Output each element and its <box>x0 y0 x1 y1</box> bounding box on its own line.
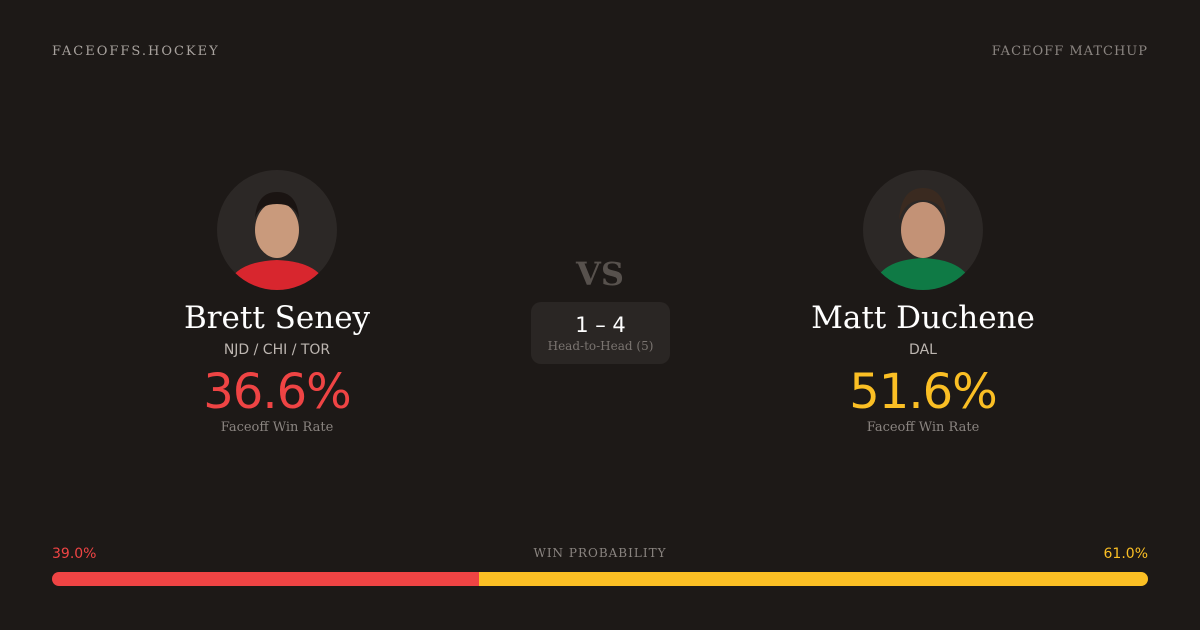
player-avatar <box>217 170 337 290</box>
win-probability-label: WIN PROBABILITY <box>533 546 667 560</box>
player-name: Brett Seney <box>183 300 371 336</box>
faceoff-rate-label: Faceoff Win Rate <box>220 420 334 435</box>
player-name: Matt Duchene <box>811 300 1035 336</box>
faceoff-rate: 36.6% <box>203 364 351 420</box>
head-to-head-card: 1 – 4 Head-to-Head (5) <box>531 302 670 364</box>
h2h-score: 1 – 4 <box>575 313 626 337</box>
right-probability-fill <box>479 572 1148 586</box>
brand-logo: FACEOFFS.HOCKEY <box>52 44 220 59</box>
left-probability: 39.0% <box>52 546 97 562</box>
right-player: Matt Duchene DAL 51.6% Faceoff Win Rate <box>773 170 1073 435</box>
left-player: Brett Seney NJD / CHI / TOR 36.6% Faceof… <box>127 170 427 435</box>
faceoff-rate-label: Faceoff Win Rate <box>866 420 980 435</box>
left-probability-fill <box>52 572 480 586</box>
player-avatar <box>863 170 983 290</box>
page-tag: FACEOFF MATCHUP <box>991 44 1148 59</box>
player-teams: NJD / CHI / TOR <box>223 342 331 358</box>
vs-label: VS <box>576 255 624 293</box>
h2h-label: Head-to-Head (5) <box>547 339 654 353</box>
faceoff-rate: 51.6% <box>849 364 997 420</box>
right-probability: 61.0% <box>1103 546 1148 562</box>
win-probability-bar <box>52 572 1148 586</box>
player-teams: DAL <box>909 342 937 358</box>
